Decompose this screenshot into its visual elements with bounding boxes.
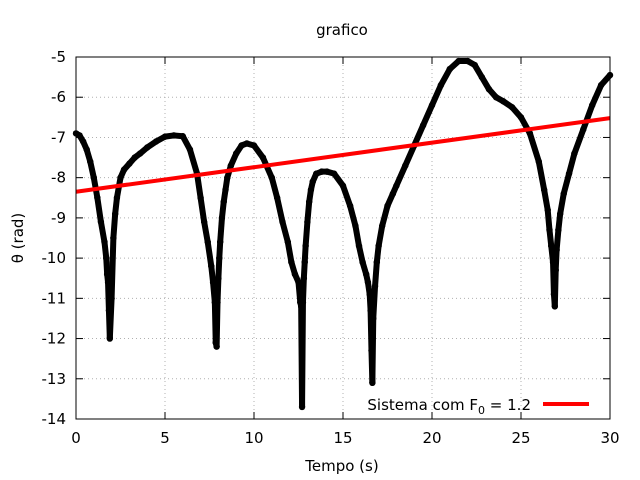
- y-tick-label: -13: [42, 370, 67, 388]
- y-tick-label: -12: [42, 330, 67, 348]
- data-point-trace: [552, 247, 560, 274]
- data-point-trace: [304, 198, 313, 225]
- data-point-trace: [370, 283, 379, 322]
- x-tick-label: 10: [244, 429, 263, 447]
- data-point-trace: [557, 190, 567, 217]
- legend-suffix: = 1.2: [485, 396, 531, 414]
- data-point-trace: [340, 182, 354, 209]
- data-point-trace: [535, 158, 548, 193]
- data-point-trace: [541, 186, 551, 213]
- data-point-trace: [295, 279, 304, 306]
- trend-line: [75, 116, 611, 194]
- chart-title: grafico: [316, 21, 368, 39]
- data-point-trace: [393, 162, 409, 189]
- data-point-trace: [369, 315, 377, 386]
- data-point-trace: [420, 102, 435, 129]
- y-tick-label: -9: [51, 209, 66, 227]
- data-point-trace: [379, 202, 391, 229]
- y-tick-label: -6: [51, 88, 66, 106]
- data-point-trace: [553, 226, 562, 254]
- y-tick-label: -5: [51, 48, 66, 66]
- plot-frame: [75, 56, 611, 420]
- data-point-trace: [429, 82, 444, 109]
- y-tick-label: -8: [51, 169, 66, 187]
- data-point-trace: [268, 174, 281, 201]
- data-point-trace: [194, 170, 204, 201]
- data-point-trace: [108, 235, 117, 302]
- data-point-trace: [551, 267, 559, 310]
- data-point-trace: [526, 130, 542, 165]
- data-point-trace: [566, 150, 578, 177]
- data-point-trace: [299, 299, 306, 410]
- data-point-trace: [274, 194, 286, 225]
- x-tick-label: 5: [160, 429, 170, 447]
- data-point-trace: [94, 194, 104, 225]
- tick-labels: 0 5 10 15 20 25 30 -14 -13 -12 -11 -10 -9 -8 -7 -6 -5: [42, 48, 620, 447]
- data-point-trace: [352, 222, 363, 250]
- legend-subscript: 0: [478, 404, 485, 417]
- data-point-trace: [197, 194, 208, 225]
- x-tick-label: 25: [511, 429, 530, 447]
- data-point-trace: [544, 206, 553, 233]
- data-point-trace: [217, 214, 225, 246]
- data-point-trace: [284, 239, 295, 266]
- legend: Sistema com F0 = 1.2: [367, 396, 589, 417]
- legend-label: Sistema com F0 = 1.2: [367, 396, 531, 417]
- y-tick-label: -11: [42, 289, 67, 307]
- legend-text: Sistema com F: [367, 396, 478, 414]
- data-point-trace: [560, 170, 573, 197]
- data-point-trace: [589, 82, 605, 109]
- data-point-trace: [106, 295, 115, 342]
- y-tick-label: -14: [42, 410, 67, 428]
- data-point-trace: [402, 142, 418, 169]
- data-point-trace: [110, 210, 119, 241]
- data-point-trace: [214, 275, 222, 306]
- data-point-trace: [598, 72, 613, 89]
- data-point-trace: [279, 218, 291, 246]
- data-point-trace: [571, 126, 587, 157]
- data-point-trace: [210, 279, 218, 306]
- data-points: [72, 57, 614, 411]
- data-point-trace: [97, 218, 108, 246]
- x-tick-label: 30: [600, 429, 619, 447]
- trend-line-group: [75, 116, 611, 194]
- data-point-trace: [375, 222, 386, 250]
- data-point-trace: [302, 218, 311, 250]
- x-axis-label: Tempo (s): [304, 457, 378, 475]
- x-tick-label: 15: [333, 429, 352, 447]
- data-point-trace: [204, 239, 215, 270]
- data-point-trace: [437, 66, 453, 89]
- y-axis-label: θ (rad): [9, 213, 27, 264]
- data-point-trace: [186, 146, 201, 177]
- y-tick-label: -7: [51, 128, 66, 146]
- data-point-trace: [347, 202, 359, 229]
- data-point-trace: [580, 102, 596, 133]
- data-point-trace: [411, 122, 427, 149]
- grid: [76, 57, 610, 419]
- data-point-trace: [215, 255, 223, 282]
- data-point-trace: [213, 299, 221, 350]
- x-tick-label: 0: [71, 429, 81, 447]
- data-point-trace: [372, 259, 380, 290]
- data-point-trace: [201, 218, 211, 246]
- y-tick-label: -10: [42, 249, 67, 267]
- data-point-trace: [259, 154, 275, 181]
- data-point-trace: [299, 275, 307, 306]
- x-tick-label: 20: [422, 429, 441, 447]
